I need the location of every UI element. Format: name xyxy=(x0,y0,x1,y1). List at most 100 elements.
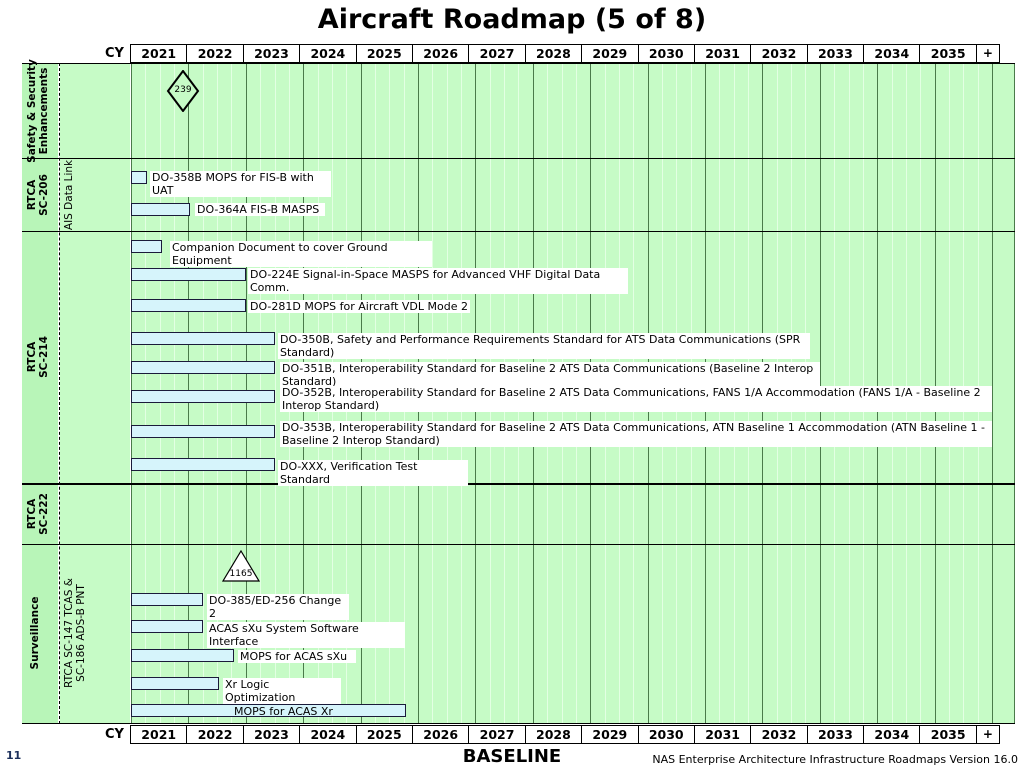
year-cell: 2032 xyxy=(750,44,808,63)
activity-label: DO-224E Signal-in-Space MASPS for Advanc… xyxy=(248,268,628,294)
page-number: 11 xyxy=(6,749,22,762)
section-label-line: Enhancements xyxy=(38,67,50,155)
activity-label: MOPS for ACAS Xr xyxy=(234,705,333,718)
activity-label: MOPS for ACAS sXu xyxy=(238,650,356,663)
year-cell: 2024 xyxy=(299,44,357,63)
diamond-milestone-label: 239 xyxy=(174,85,192,95)
activity-bar xyxy=(131,332,275,345)
year-cell: 2033 xyxy=(806,725,865,744)
activity-bar xyxy=(131,593,203,606)
year-cell: 2031 xyxy=(693,725,752,744)
year-cell: 2035 xyxy=(919,44,977,63)
section-label-line: SC-214 xyxy=(38,336,50,378)
section-divider xyxy=(22,544,1015,545)
year-cell: 2026 xyxy=(411,725,470,744)
year-cell: 2035 xyxy=(919,725,977,744)
section-divider xyxy=(22,231,1015,232)
dashed-separator xyxy=(59,63,60,724)
sub-label-surveillance: RTCA SC-147 TCAS & SC-186 ADS-B PNT xyxy=(63,578,87,688)
activity-label: DO-281D MOPS for Aircraft VDL Mode 2 xyxy=(248,300,470,313)
section-label-sc222: RTCA SC-222 xyxy=(26,493,50,535)
page-title: Aircraft Roadmap (5 of 8) xyxy=(317,4,707,35)
activity-bar xyxy=(131,299,246,312)
year-cell: 2025 xyxy=(355,725,413,744)
activity-bar xyxy=(131,620,203,633)
year-cell: 2027 xyxy=(468,44,526,63)
activity-label: DO-351B, Interoperability Standard for B… xyxy=(280,362,820,388)
activity-label: DO-353B, Interoperability Standard for B… xyxy=(280,421,992,447)
section-label-line: RTCA xyxy=(26,341,38,373)
year-cell: 2021 xyxy=(130,725,188,744)
section-divider xyxy=(22,158,1015,159)
diamond-milestone-icon xyxy=(166,70,200,112)
sub-label-ais-data-link: AIS Data Link xyxy=(63,159,75,231)
baseline-label: BASELINE xyxy=(462,746,562,767)
year-cell: 2030 xyxy=(637,725,695,744)
sub-label-line: SC-186 ADS-B PNT xyxy=(75,584,87,682)
activity-bar xyxy=(131,425,275,438)
year-cell: 2023 xyxy=(242,44,301,63)
year-cell: 2034 xyxy=(863,725,921,744)
plus-cell: + xyxy=(975,44,1000,63)
activity-bar xyxy=(131,390,275,403)
activity-bar xyxy=(131,649,234,662)
section-label-sc206: RTCA SC-206 xyxy=(26,174,50,216)
year-cell: 2029 xyxy=(581,725,639,744)
section-divider xyxy=(22,63,1015,64)
year-cell: 2032 xyxy=(750,725,808,744)
year-cell: 2029 xyxy=(581,44,639,63)
year-cell: 2034 xyxy=(863,44,921,63)
activity-label: DO-XXX, Verification Test Standard xyxy=(278,460,468,486)
cy-label: CY xyxy=(105,46,124,61)
dashed-separator xyxy=(59,63,131,64)
section-label-line: SC-222 xyxy=(38,493,50,535)
year-header-top: CY 2021 2022 2023 2024 2025 2026 2027 20… xyxy=(98,44,1016,63)
section-label-surveillance: Surveillance xyxy=(29,596,41,670)
section-divider xyxy=(22,723,1015,724)
year-cell: 2028 xyxy=(524,44,583,63)
year-cell: 2027 xyxy=(468,725,526,744)
year-cell: 2022 xyxy=(186,44,244,63)
activity-bar xyxy=(131,677,219,690)
section-divider xyxy=(22,483,1015,485)
activity-label: DO-350B, Safety and Performance Requirem… xyxy=(278,333,810,359)
year-cell: 2024 xyxy=(299,725,357,744)
section-label-line: RTCA xyxy=(26,179,38,211)
year-gridline xyxy=(1014,63,1015,724)
activity-label: DO-352B, Interoperability Standard for B… xyxy=(280,386,992,412)
activity-label: DO-385/ED-256 Change 2 xyxy=(207,594,349,620)
section-label-safety: Safety & Security Enhancements xyxy=(26,59,50,163)
activity-bar xyxy=(131,203,190,216)
section-label-line: SC-206 xyxy=(38,174,50,216)
activity-label: DO-364A FIS-B MASPS xyxy=(195,203,325,216)
year-gridline xyxy=(992,63,993,724)
section-label-sc214: RTCA SC-214 xyxy=(26,336,50,378)
activity-bar xyxy=(131,458,275,471)
plus-cell: + xyxy=(975,725,1000,744)
year-header-bottom: CY 2021 2022 2023 2024 2025 2026 2027 20… xyxy=(98,725,1016,744)
year-cell: 2023 xyxy=(242,725,301,744)
sub-label-band xyxy=(60,63,130,724)
activity-label: ACAS sXu System Software Interface xyxy=(207,622,405,648)
activity-bar xyxy=(131,268,246,281)
activity-label: Companion Document to cover Ground Equip… xyxy=(170,241,432,267)
activity-bar xyxy=(131,704,406,717)
activity-bar xyxy=(131,361,275,374)
activity-label: Xr Logic Optimization xyxy=(223,678,341,704)
quarter-gridline xyxy=(274,63,276,724)
activity-label: DO-358B MOPS for FIS-B with UAT xyxy=(150,171,331,197)
year-cell: 2030 xyxy=(637,44,695,63)
sub-label-line: RTCA SC-147 TCAS & xyxy=(63,578,75,688)
footer-version: NAS Enterprise Architecture Infrastructu… xyxy=(652,753,1018,766)
triangle-milestone-icon xyxy=(222,550,260,582)
year-cell: 2033 xyxy=(806,44,865,63)
section-label-line: Safety & Security xyxy=(26,59,38,163)
year-cell: 2021 xyxy=(130,44,188,63)
triangle-milestone-label: 1165 xyxy=(229,569,253,579)
year-cell: 2022 xyxy=(186,725,244,744)
year-cell: 2031 xyxy=(693,44,752,63)
section-label-band xyxy=(22,63,58,724)
cy-label: CY xyxy=(105,727,124,742)
year-cell: 2028 xyxy=(524,725,583,744)
activity-bar xyxy=(131,171,147,184)
